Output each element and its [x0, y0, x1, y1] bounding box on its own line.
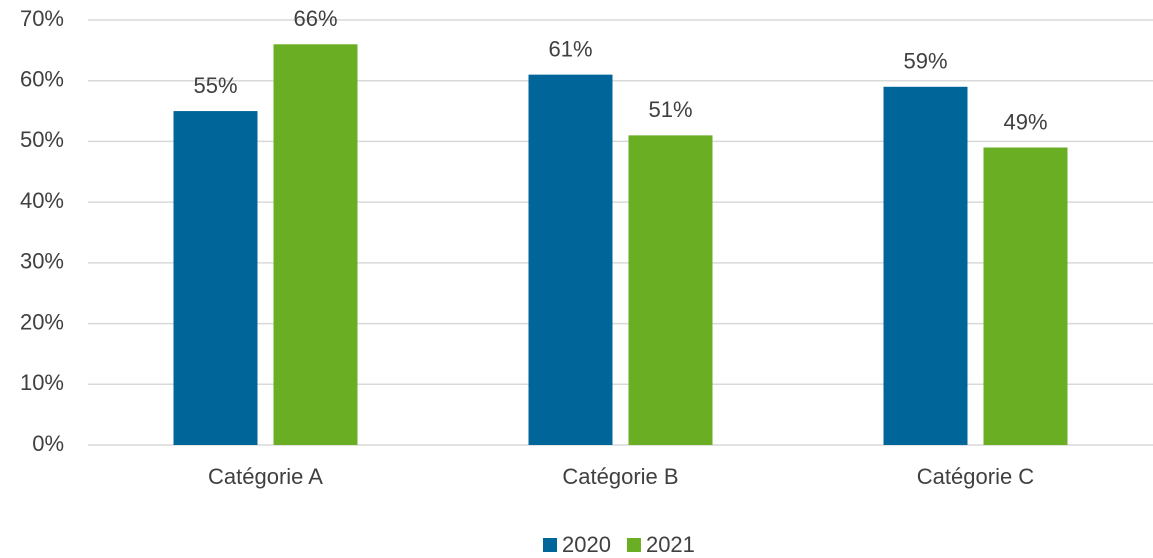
- bar: [273, 44, 358, 446]
- legend-label: 2020: [562, 532, 611, 557]
- data-label: 59%: [903, 49, 947, 74]
- bar: [628, 135, 713, 445]
- data-label: 49%: [1003, 109, 1047, 134]
- legend-swatch: [543, 538, 557, 552]
- y-tick-label: 50%: [20, 127, 64, 152]
- y-tick-label: 0%: [32, 431, 64, 456]
- x-tick-label: Catégorie A: [208, 464, 323, 489]
- bar: [983, 147, 1068, 445]
- data-label: 55%: [193, 73, 237, 98]
- y-tick-label: 10%: [20, 370, 64, 395]
- bar: [528, 74, 613, 446]
- y-tick-label: 20%: [20, 309, 64, 334]
- bar: [173, 111, 258, 446]
- y-tick-label: 30%: [20, 249, 64, 274]
- legend-label: 2021: [646, 532, 695, 557]
- legend-swatch: [626, 538, 641, 552]
- y-tick-label: 40%: [20, 188, 64, 213]
- bar: [883, 86, 968, 446]
- y-tick-label: 60%: [20, 67, 64, 92]
- x-tick-label: Catégorie B: [562, 464, 678, 489]
- data-label: 61%: [548, 36, 592, 61]
- data-label: 66%: [293, 6, 337, 31]
- y-tick-label: 70%: [20, 6, 64, 31]
- data-label: 51%: [648, 97, 692, 122]
- x-tick-label: Catégorie C: [917, 464, 1035, 489]
